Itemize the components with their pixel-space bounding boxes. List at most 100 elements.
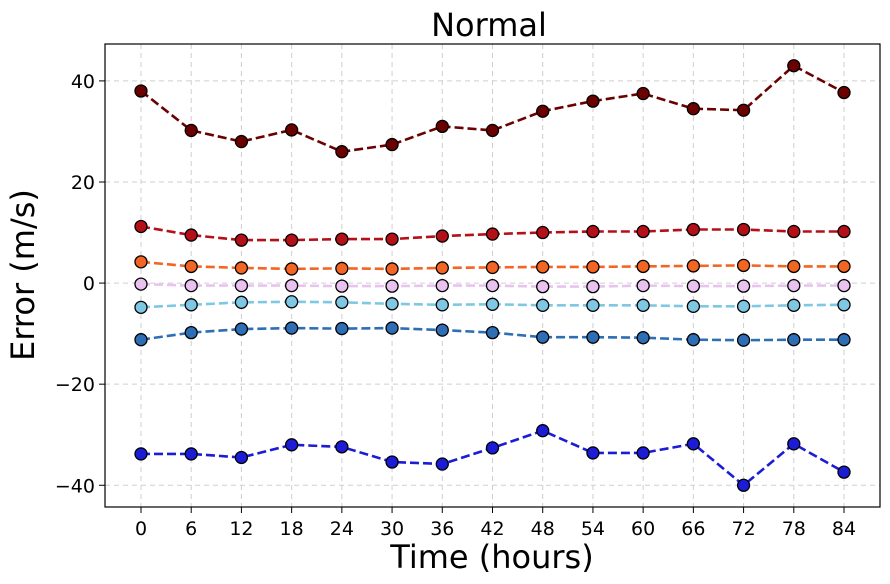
x-tick-label: 30 <box>380 518 404 540</box>
data-point <box>586 260 600 274</box>
data-point <box>335 261 349 276</box>
data-point <box>435 278 449 293</box>
data-point <box>736 103 751 117</box>
data-point <box>134 300 148 314</box>
x-tick-label: 42 <box>480 518 504 540</box>
series-layer <box>134 59 851 492</box>
data-point <box>787 333 801 347</box>
data-point <box>686 259 701 273</box>
data-point <box>837 85 851 100</box>
x-tick-label: 12 <box>229 518 253 540</box>
data-point <box>385 321 399 335</box>
data-point <box>435 323 449 337</box>
data-point <box>636 278 650 293</box>
y-tick-label: −40 <box>55 475 95 497</box>
y-tick-label: −20 <box>55 374 95 396</box>
data-point <box>736 478 751 492</box>
x-tick-label: 48 <box>531 518 555 540</box>
data-point <box>536 424 550 438</box>
data-point <box>234 322 249 336</box>
x-tick-label: 72 <box>731 518 755 540</box>
y-axis-title: Error (m/s) <box>4 189 42 361</box>
data-point <box>184 228 198 242</box>
data-point <box>686 437 701 451</box>
data-point <box>686 279 701 293</box>
y-tick-label: 40 <box>71 71 95 93</box>
series-7 <box>134 424 851 492</box>
data-point <box>837 298 851 312</box>
data-point <box>485 123 500 138</box>
data-point <box>837 259 851 274</box>
data-point <box>134 333 148 347</box>
data-point <box>736 222 751 237</box>
data-point <box>134 219 148 234</box>
data-point <box>787 437 801 451</box>
data-point <box>385 297 399 311</box>
data-point <box>837 465 851 479</box>
data-point <box>234 261 249 275</box>
data-point <box>485 441 500 455</box>
series-4 <box>134 277 851 294</box>
x-tick-label: 84 <box>832 518 856 540</box>
data-point <box>636 224 650 239</box>
data-point <box>636 446 650 460</box>
data-point <box>787 298 801 312</box>
series-6 <box>134 321 851 347</box>
y-tick-label: 20 <box>71 172 95 194</box>
x-tick-label: 36 <box>430 518 454 540</box>
data-point <box>284 123 299 137</box>
x-axis-title: Time (hours) <box>389 538 593 576</box>
x-tick-label: 6 <box>185 518 197 540</box>
data-point <box>184 447 198 461</box>
data-point <box>536 330 550 344</box>
data-point <box>335 279 349 293</box>
data-point <box>536 260 550 274</box>
data-point <box>837 224 851 239</box>
x-tick-label: 0 <box>135 518 147 540</box>
data-point <box>736 333 751 347</box>
data-point <box>736 258 751 273</box>
data-point <box>787 59 801 73</box>
data-point <box>485 325 500 340</box>
data-point <box>184 298 198 312</box>
data-point <box>586 279 600 294</box>
data-point <box>636 331 650 345</box>
data-point <box>736 279 751 293</box>
data-point <box>335 232 349 246</box>
data-point <box>184 278 198 293</box>
x-axis-ticks: 0 6 12 18 24 30 36 42 48 54 60 66 72 78 84 <box>135 507 856 540</box>
data-point <box>435 298 449 312</box>
data-point <box>134 84 148 98</box>
data-point <box>184 123 198 138</box>
data-point <box>385 455 399 469</box>
data-point <box>335 145 349 159</box>
data-point <box>485 278 500 293</box>
data-point <box>284 233 299 247</box>
data-point <box>686 102 701 116</box>
x-tick-label: 24 <box>330 518 354 540</box>
data-point <box>636 259 650 274</box>
data-point <box>435 229 449 243</box>
data-point <box>586 224 600 239</box>
data-point <box>435 457 449 471</box>
x-tick-label: 18 <box>280 518 304 540</box>
data-point <box>335 440 349 454</box>
series-line <box>140 64 845 153</box>
data-point <box>134 255 148 269</box>
data-point <box>536 298 550 312</box>
data-point <box>234 134 249 149</box>
data-point <box>485 297 500 311</box>
data-point <box>787 278 801 293</box>
series-1 <box>134 59 851 159</box>
data-point <box>234 450 249 465</box>
data-point <box>536 279 550 294</box>
data-point <box>686 222 701 237</box>
data-point <box>485 227 500 241</box>
data-point <box>586 446 600 460</box>
x-tick-label: 54 <box>581 518 605 540</box>
data-point <box>586 94 600 108</box>
data-point <box>536 225 550 240</box>
chart-title: Normal <box>431 6 547 44</box>
data-point <box>335 295 349 309</box>
